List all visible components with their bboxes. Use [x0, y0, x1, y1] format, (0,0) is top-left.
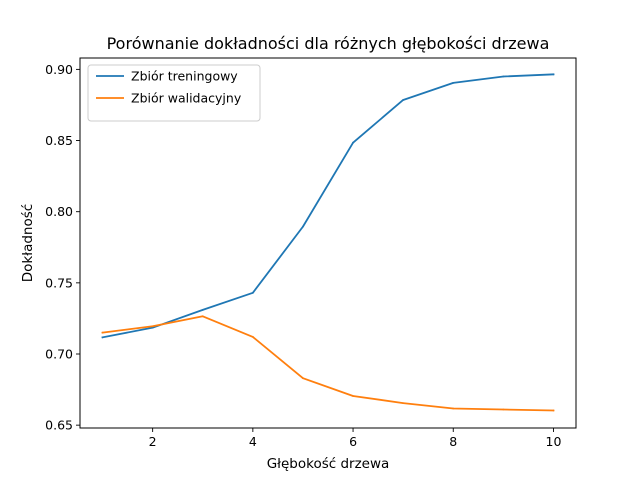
data-point — [402, 99, 405, 101]
data-point — [402, 402, 405, 404]
x-tick-label: 8 — [449, 434, 457, 449]
data-point — [552, 73, 555, 76]
axis-ticks: 2 4 6 8 10 0.65 0.70 0.75 0.80 0.85 0.90 — [45, 62, 561, 449]
legend: Zbiór treningowy Zbiór walidacyjny — [87, 64, 261, 122]
data-point — [352, 395, 354, 397]
x-tick-label: 6 — [349, 434, 357, 449]
x-axis-label: Głębokość drzewa — [267, 456, 390, 472]
data-point — [502, 75, 505, 78]
data-point — [201, 315, 204, 318]
y-tick-label: 0.70 — [45, 347, 73, 362]
y-tick-label: 0.85 — [45, 133, 73, 148]
data-point — [101, 331, 104, 334]
chart-title: Porównanie dokładności dla różnych głębo… — [107, 34, 550, 53]
data-point — [251, 291, 254, 294]
data-point — [201, 308, 204, 311]
data-point — [251, 336, 254, 338]
x-tick-label: 10 — [546, 434, 562, 449]
axes-frame — [79, 57, 577, 429]
legend-label: Zbiór walidacyjny — [131, 91, 242, 106]
series-line-1 — [101, 73, 555, 339]
data-point — [101, 336, 104, 339]
data-point — [552, 409, 555, 412]
data-point — [151, 326, 154, 329]
y-tick-label: 0.80 — [45, 204, 73, 219]
data-point — [352, 141, 354, 144]
data-point — [452, 407, 455, 410]
data-point — [502, 408, 505, 411]
data-point — [302, 377, 304, 380]
y-axis-label: Dokładność — [20, 204, 36, 282]
series-line-2 — [101, 315, 555, 412]
legend-box — [87, 64, 261, 122]
data-point — [452, 82, 455, 84]
data-point — [302, 225, 304, 228]
y-tick-label: 0.90 — [45, 62, 73, 77]
data-point — [151, 325, 154, 328]
y-tick-label: 0.75 — [45, 275, 73, 290]
x-tick-label: 4 — [249, 434, 257, 449]
legend-label: Zbiór treningowy — [131, 69, 238, 84]
x-tick-label: 2 — [149, 434, 157, 449]
y-tick-label: 0.65 — [45, 418, 73, 433]
plot-area — [101, 73, 555, 412]
